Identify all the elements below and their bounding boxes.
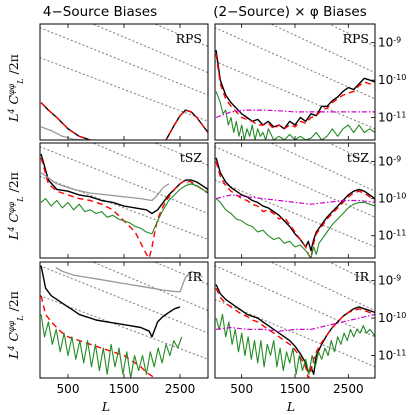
series-line-4	[55, 267, 203, 293]
x-tick-label: 500	[57, 382, 80, 396]
svg-text:L4 CφφL /2π: L4 CφφL /2π	[6, 291, 25, 360]
series-line-1	[40, 153, 208, 215]
reference-curve-2	[40, 27, 208, 96]
x-tick-label: 2500	[333, 382, 364, 396]
reference-curve-4	[153, 262, 208, 286]
x-tick-label: 1500	[109, 382, 140, 396]
series-line-4	[40, 172, 170, 202]
y-tick-label: 10-9	[378, 154, 401, 169]
reference-curve-3	[269, 24, 375, 74]
reference-curve-2	[40, 265, 208, 334]
series-line-4	[215, 109, 375, 119]
reference-curve-3	[91, 143, 208, 192]
series-line-4	[215, 194, 375, 205]
plot-area	[40, 24, 208, 140]
panel-label: IR	[188, 269, 203, 284]
plot-area	[40, 143, 208, 258]
reference-curve-1	[40, 57, 208, 122]
panel-frame	[214, 261, 376, 379]
reference-curve-4	[328, 262, 375, 286]
series-line-3	[215, 198, 375, 258]
panel-label: tSZ	[347, 150, 370, 165]
y-tick-label: 10-10	[378, 311, 406, 326]
x-tick-label: 2500	[165, 382, 196, 396]
panel-tsz-four-source: tSZ	[39, 142, 209, 259]
reference-curve-3	[269, 262, 375, 312]
panel-label: tSZ	[180, 150, 203, 165]
panel-frame	[39, 261, 209, 379]
y-tick-label: 10-10	[378, 73, 406, 88]
panel-ir-two-source: IR 500 1500 2500 10-9 10-10 10-11	[214, 261, 406, 396]
y-tick-label: 10-10	[378, 191, 406, 206]
panel-rps-two-source: RPS 10-9 10-10 10-11	[214, 23, 406, 141]
series-line-1	[40, 265, 181, 338]
x-tick-label: 1500	[280, 382, 311, 396]
reference-curve-4	[328, 143, 375, 166]
y-tick-label: 10-9	[378, 35, 401, 50]
reference-curve-3	[91, 262, 208, 312]
panel-label: RPS	[176, 31, 202, 46]
y-tick-label: 10-11	[378, 348, 406, 363]
ylabel-row-1: L4 CφφL /2π	[6, 54, 25, 123]
reference-curve-4	[153, 24, 208, 48]
reference-curve-2	[215, 146, 375, 218]
panel-ir-four-source: IR 500 1500 2500	[39, 261, 209, 396]
reference-curve-2	[215, 27, 375, 100]
column-title-right: (2−Source) × φ Biases	[213, 4, 367, 20]
reference-curve-1	[215, 179, 375, 248]
reference-curve-3	[269, 143, 375, 192]
plot-area	[215, 24, 375, 140]
y-tick-label: 10-11	[378, 110, 406, 125]
panel-label: IR	[355, 269, 370, 284]
reference-curve-1	[40, 175, 208, 241]
series-line-2	[215, 53, 375, 130]
plot-area	[215, 262, 375, 378]
panel-rps-four-source: RPS	[39, 23, 209, 141]
xlabel-right: L	[286, 399, 295, 414]
series-line-2	[215, 287, 375, 378]
column-title-left: 4−Source Biases	[43, 4, 157, 20]
series-line-2	[215, 161, 375, 258]
svg-text:L4 CφφL /2π: L4 CφφL /2π	[6, 172, 25, 241]
series-line-2	[40, 102, 208, 140]
series-line-1	[215, 50, 375, 130]
plot-area	[215, 143, 375, 258]
x-tick-label: 500	[230, 382, 253, 396]
series-line-3	[215, 91, 375, 140]
reference-curve-3	[91, 24, 208, 74]
panel-tsz-two-source: tSZ 10-9 10-10 10-11	[214, 142, 406, 259]
series-line-3	[40, 314, 183, 378]
y-tick-label: 10-9	[378, 273, 401, 288]
xlabel-left: L	[101, 399, 110, 414]
reference-curve-4	[153, 143, 208, 166]
series-line-2	[40, 157, 208, 258]
series-line-4	[216, 313, 375, 332]
series-line-2	[40, 295, 156, 378]
reference-curve-1	[215, 60, 375, 130]
reference-curve-4	[328, 24, 375, 48]
series-line-3	[215, 313, 375, 375]
plot-area	[40, 262, 208, 378]
svg-text:L4 CφφL /2π: L4 CφφL /2π	[6, 54, 25, 123]
ylabel-row-2: L4 CφφL /2π	[6, 172, 25, 241]
reference-curve-2	[215, 265, 375, 338]
reference-curve-2	[40, 146, 208, 215]
series-line-3	[40, 183, 208, 235]
ylabel-row-3: L4 CφφL /2π	[6, 291, 25, 360]
series-line-1	[215, 284, 375, 375]
y-tick-label: 10-11	[378, 228, 406, 243]
panel-label: RPS	[343, 31, 369, 46]
